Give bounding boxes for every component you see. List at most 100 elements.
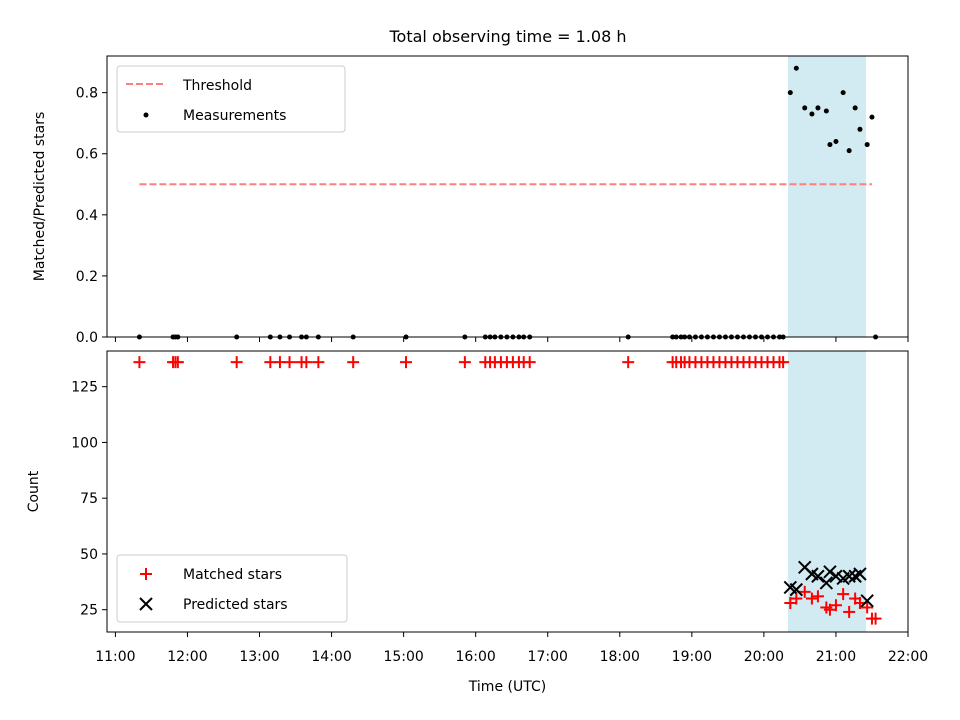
matched-star-marker xyxy=(523,356,536,369)
predicted-marker-b xyxy=(805,567,819,581)
legend-matched-label: Matched stars xyxy=(183,567,282,583)
observing-interval-shade-bottom xyxy=(787,351,866,632)
predicted-marker-b xyxy=(789,582,804,597)
measurement-point xyxy=(852,105,858,111)
matched-star-marker xyxy=(837,588,850,601)
count-y-tick-label: 75 xyxy=(80,491,98,507)
predicted-star-marker xyxy=(853,567,867,581)
legend-measurements-label: Measurements xyxy=(183,108,286,124)
predicted-marker-b xyxy=(811,569,825,583)
ratio-y-axis-label: Matched/Predicted stars xyxy=(32,112,48,282)
ratio-panel: 0.00.20.40.60.8 Matched/Predicted stars … xyxy=(32,55,909,346)
measurement-point xyxy=(815,105,821,111)
matched-star-marker xyxy=(790,592,803,605)
time-x-tick-label: 14:00 xyxy=(311,649,351,665)
ratio-axes-frame xyxy=(106,55,909,338)
measurement-point xyxy=(864,142,870,148)
predicted-marker-b xyxy=(853,567,867,581)
predicted-marker-b xyxy=(842,569,856,583)
measurement-point xyxy=(827,142,833,148)
predicted-star-marker xyxy=(823,565,837,579)
measurement-point xyxy=(793,65,799,71)
count-y-axis-label: Count xyxy=(26,470,42,512)
predicted-star-marker xyxy=(789,582,804,597)
matched-star-marker xyxy=(798,585,811,598)
ratio-y-tick-label: 0.6 xyxy=(76,147,98,163)
predicted-marker-b xyxy=(783,580,798,595)
time-x-axis-label: Time (UTC) xyxy=(468,679,546,695)
measurement-point xyxy=(787,90,793,96)
measurement-point xyxy=(802,105,808,111)
legend-predicted-label: Predicted stars xyxy=(183,597,288,613)
ratio-y-tick-label: 0.8 xyxy=(76,86,98,102)
measurement-point xyxy=(846,148,852,154)
matched-star-marker xyxy=(400,356,413,369)
count-legend: Matched stars Predicted stars xyxy=(116,554,348,623)
time-x-tick-label: 17:00 xyxy=(528,649,568,665)
predicted-star-marker xyxy=(842,569,856,583)
matched-star-marker xyxy=(133,356,146,369)
predicted-marker-b xyxy=(829,569,843,583)
matched-star-marker xyxy=(861,601,874,614)
predicted-star-marker xyxy=(811,569,825,583)
ratio-y-ticks: 0.0 0.2 0.4 0.6 0.8 xyxy=(76,86,107,346)
time-x-tick-label: 20:00 xyxy=(744,649,784,665)
observing-interval-shade xyxy=(787,56,866,337)
legend-measurement-swatch xyxy=(143,112,149,118)
measurement-point xyxy=(823,108,829,114)
predicted-marker-b xyxy=(819,576,834,590)
matched-star-marker xyxy=(171,356,184,369)
legend-matched-swatch xyxy=(140,568,152,580)
matched-star-marker xyxy=(784,597,797,610)
matched-star-markers xyxy=(133,356,882,625)
matched-star-marker xyxy=(829,599,842,612)
measurement-point xyxy=(857,126,863,132)
predicted-star-marker xyxy=(829,569,843,583)
matched-star-marker xyxy=(622,356,635,369)
matched-star-marker xyxy=(230,356,243,369)
time-x-tick-label: 11:00 xyxy=(95,649,135,665)
predicted-star-marker xyxy=(860,594,874,608)
count-legend-box xyxy=(116,554,348,623)
predicted-star-markers xyxy=(783,560,874,608)
chart-title: Total observing time = 1.08 h xyxy=(388,27,626,46)
ratio-y-tick-label: 0.0 xyxy=(76,330,98,346)
measurement-point xyxy=(833,139,839,145)
matched-star-marker xyxy=(843,605,856,618)
ratio-legend: Threshold Measurements xyxy=(116,65,346,133)
time-x-tick-label: 18:00 xyxy=(600,649,640,665)
ratio-x-ticks xyxy=(114,337,909,342)
count-y-ticks: 25 50 75 100 125 xyxy=(71,380,107,619)
ratio-legend-box xyxy=(116,65,346,133)
legend-threshold-label: Threshold xyxy=(182,78,252,94)
measurement-point xyxy=(869,114,875,120)
matched-star-marker xyxy=(312,356,325,369)
measurement-point xyxy=(809,111,815,117)
count-panel: 25 50 75 100 125 11:00 12:00 13:00 14:00 15:00 16… xyxy=(26,350,928,695)
time-x-ticks: 11:00 12:00 13:00 14:00 15:00 16:00 17:00 18:00… xyxy=(95,632,928,665)
time-x-tick-label: 13:00 xyxy=(239,649,279,665)
time-x-tick-label: 19:00 xyxy=(672,649,712,665)
predicted-marker-b xyxy=(860,594,874,608)
time-x-tick-label: 12:00 xyxy=(167,649,207,665)
time-x-tick-label: 21:00 xyxy=(816,649,856,665)
measurement-point xyxy=(840,90,846,96)
matched-star-marker xyxy=(823,603,836,616)
matched-star-marker xyxy=(300,356,313,369)
ratio-y-tick-label: 0.4 xyxy=(76,208,98,224)
matched-star-marker xyxy=(458,356,471,369)
count-y-tick-label: 125 xyxy=(71,380,98,396)
predicted-marker-b xyxy=(798,560,812,575)
predicted-star-marker xyxy=(819,576,834,590)
matched-star-marker xyxy=(777,356,790,369)
count-y-tick-label: 100 xyxy=(71,435,98,451)
time-x-tick-label: 15:00 xyxy=(383,649,423,665)
matched-star-marker xyxy=(811,590,824,603)
count-axes-frame xyxy=(106,350,909,633)
time-x-tick-label: 22:00 xyxy=(888,649,928,665)
ratio-y-tick-label: 0.2 xyxy=(76,269,98,285)
time-x-tick-label: 16:00 xyxy=(455,649,495,665)
matched-star-marker xyxy=(805,592,818,605)
count-y-tick-label: 50 xyxy=(80,547,98,563)
